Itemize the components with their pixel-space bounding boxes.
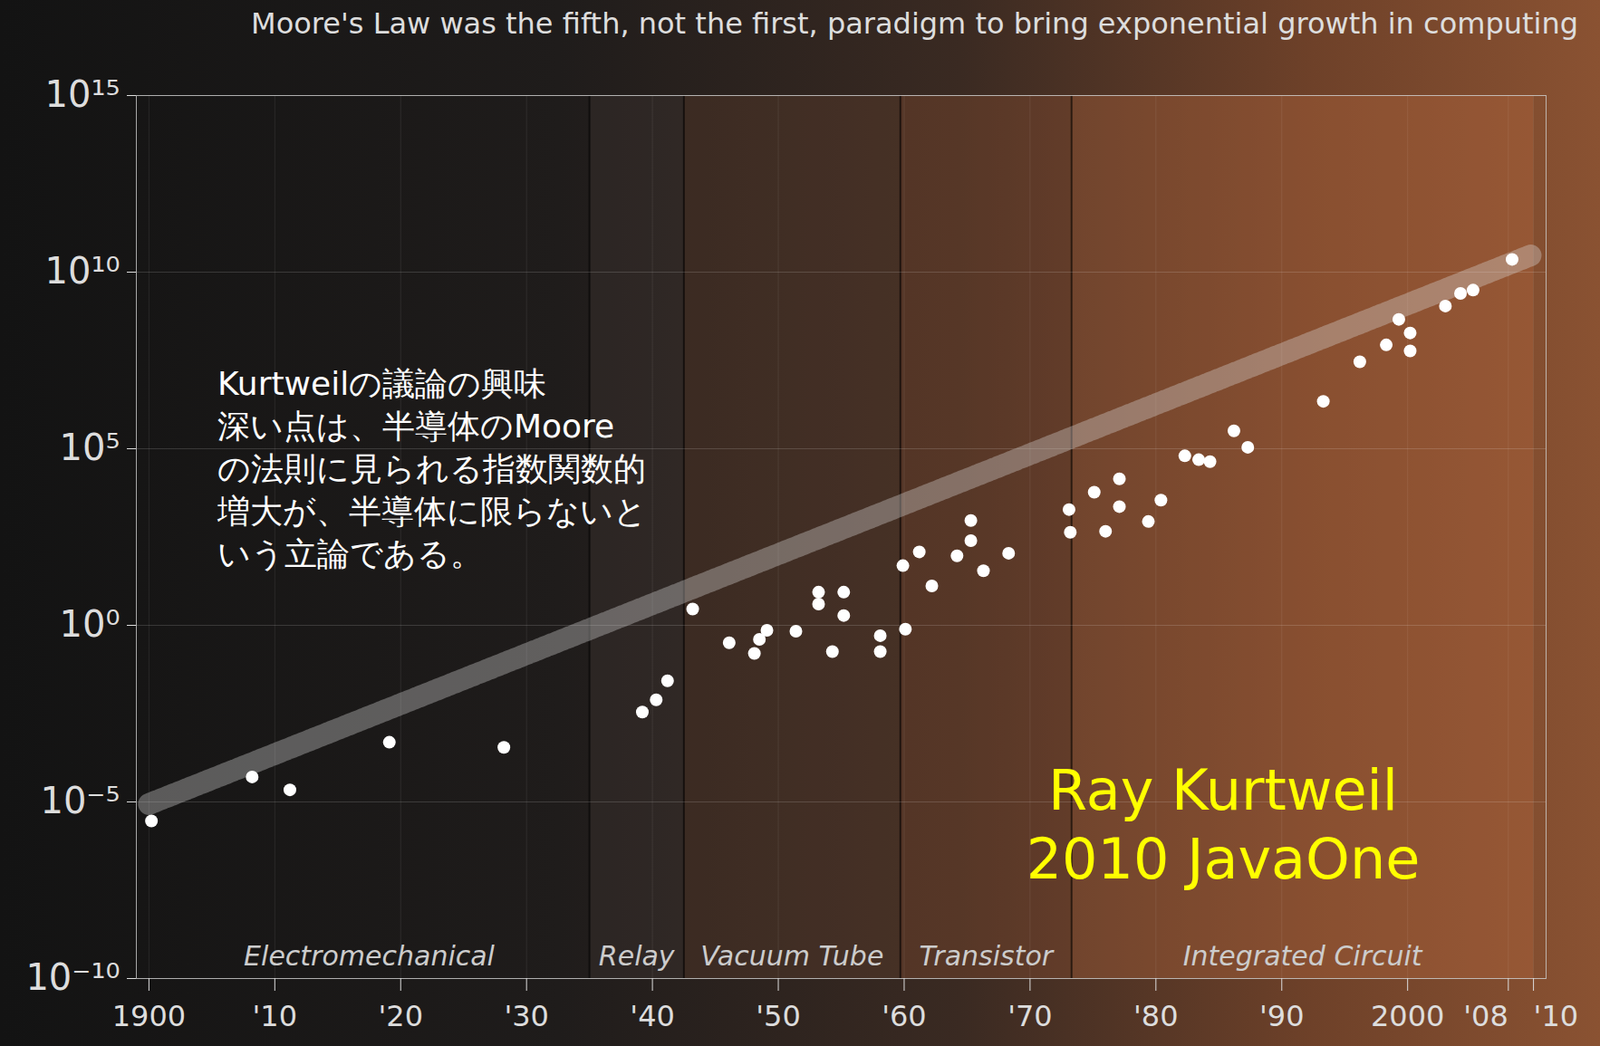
svg-text:'10: '10 (1533, 999, 1580, 1034)
svg-text:10⁻⁵: 10⁻⁵ (39, 780, 120, 822)
svg-text:'60: '60 (881, 999, 927, 1034)
svg-text:'08: '08 (1463, 999, 1509, 1034)
svg-text:'40: '40 (629, 999, 675, 1034)
svg-text:10⁵: 10⁵ (59, 426, 121, 469)
svg-text:'20: '20 (377, 999, 424, 1034)
html-text:Moore's Law was the fifth, not: Moore's Law was the fifth, not the first… (251, 6, 1579, 41)
svg-text:Transistor: Transistor (918, 940, 1054, 973)
svg-text:'10: '10 (252, 999, 299, 1034)
svg-text:Electromechanical: Electromechanical (243, 940, 495, 973)
svg-text:2000: 2000 (1370, 999, 1445, 1034)
svg-text:'50: '50 (755, 999, 801, 1034)
html-text:Kurtweilの議論の興味 深い点は、半導体のMoore: Kurtweilの議論の興味 深い点は、半導体のMoore の法則に見られる指数… (217, 365, 647, 573)
svg-text:10¹⁵: 10¹⁵ (45, 73, 121, 116)
svg-text:'30: '30 (503, 999, 550, 1034)
svg-text:Integrated Circuit: Integrated Circuit (1183, 940, 1424, 973)
svg-text:'80: '80 (1133, 999, 1179, 1034)
svg-text:10¹⁰: 10¹⁰ (45, 250, 121, 292)
svg-text:1900: 1900 (112, 999, 186, 1034)
svg-text:10⁻¹⁰: 10⁻¹⁰ (25, 956, 120, 999)
svg-text:Relay: Relay (598, 940, 676, 973)
svg-text:Vacuum Tube: Vacuum Tube (700, 940, 884, 973)
html-text:Ray Kurtweil 2010 JavaOne: Ray Kurtweil 2010 JavaOne (1026, 757, 1420, 893)
svg-text:'70: '70 (1007, 999, 1053, 1034)
svg-text:'90: '90 (1259, 999, 1305, 1034)
svg-text:10⁰: 10⁰ (59, 603, 121, 646)
